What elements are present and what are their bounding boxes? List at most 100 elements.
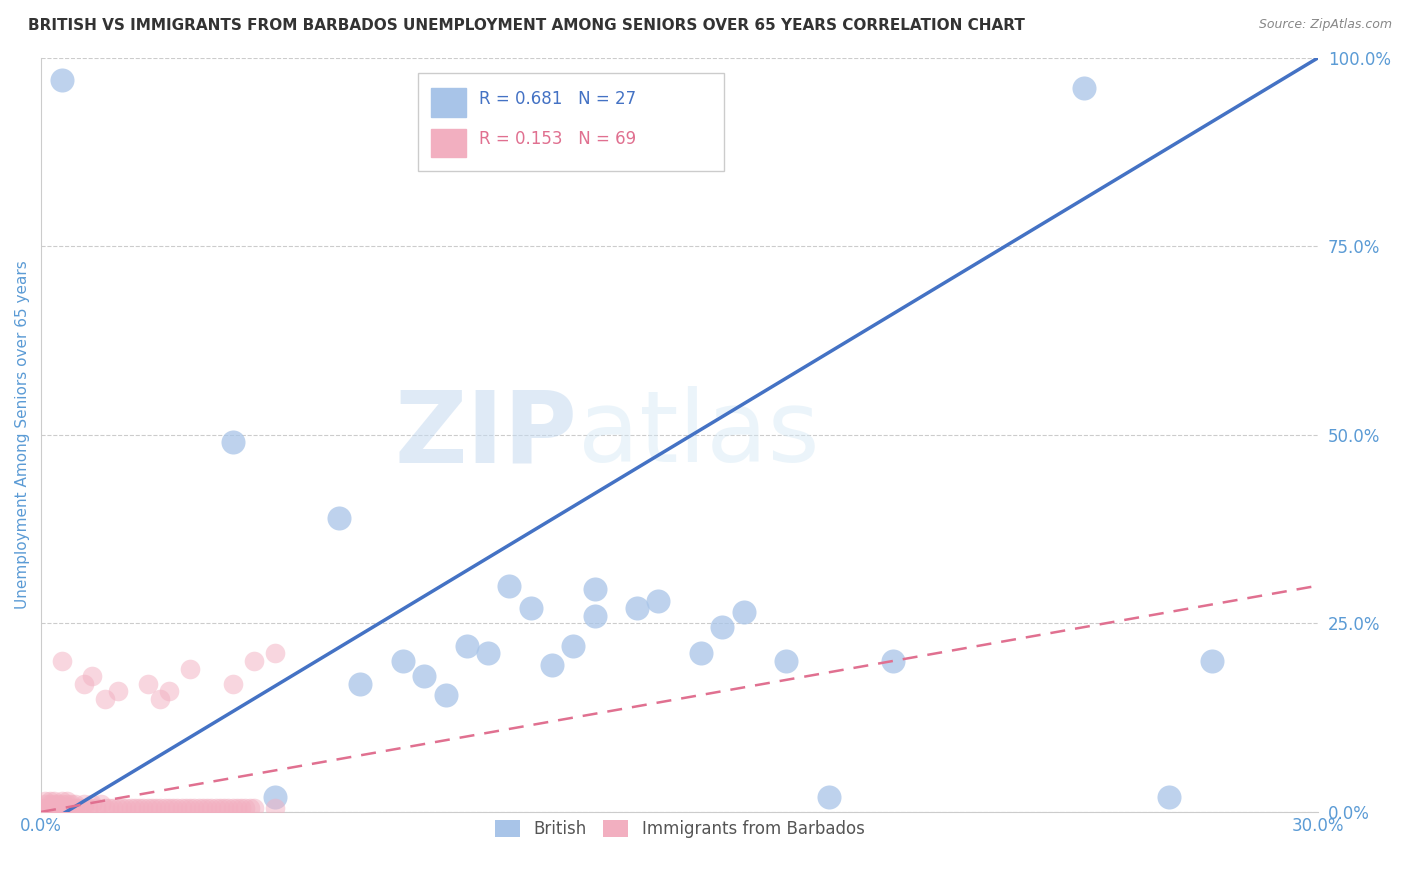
- Point: [55, 801, 77, 815]
- Bar: [430, 128, 467, 157]
- Point: [626, 601, 648, 615]
- Point: [170, 801, 193, 815]
- Point: [200, 801, 222, 815]
- Point: [136, 676, 159, 690]
- Point: [38, 801, 60, 815]
- Point: [187, 801, 209, 815]
- Point: [67, 801, 90, 815]
- Point: [541, 657, 564, 672]
- Point: [124, 801, 146, 815]
- Text: ZIP: ZIP: [395, 386, 578, 483]
- Point: [136, 801, 159, 815]
- Point: [349, 676, 371, 690]
- Point: [111, 801, 134, 815]
- Point: [477, 647, 499, 661]
- Point: [149, 801, 172, 815]
- Point: [212, 801, 235, 815]
- Point: [519, 601, 541, 615]
- Point: [128, 801, 150, 815]
- Point: [690, 647, 713, 661]
- Text: R = 0.153   N = 69: R = 0.153 N = 69: [479, 130, 637, 148]
- Point: [157, 801, 180, 815]
- Point: [328, 510, 350, 524]
- Point: [34, 793, 56, 807]
- Point: [73, 676, 96, 690]
- Point: [456, 639, 478, 653]
- Point: [38, 793, 60, 807]
- Point: [166, 801, 188, 815]
- Point: [882, 654, 904, 668]
- Point: [73, 801, 96, 815]
- Point: [226, 801, 249, 815]
- Point: [562, 639, 585, 653]
- Y-axis label: Unemployment Among Seniors over 65 years: Unemployment Among Seniors over 65 years: [15, 260, 30, 609]
- Bar: [430, 87, 467, 117]
- Point: [157, 684, 180, 698]
- Point: [145, 801, 167, 815]
- Point: [107, 801, 129, 815]
- Point: [82, 797, 104, 812]
- Point: [817, 789, 839, 804]
- Point: [51, 654, 73, 668]
- Point: [264, 789, 287, 804]
- Point: [183, 801, 205, 815]
- Point: [174, 801, 197, 815]
- Point: [77, 801, 100, 815]
- Point: [141, 801, 163, 815]
- Point: [42, 801, 65, 815]
- Text: R = 0.681   N = 27: R = 0.681 N = 27: [479, 90, 637, 108]
- Point: [204, 801, 226, 815]
- Point: [733, 605, 755, 619]
- Point: [498, 579, 520, 593]
- Point: [1159, 789, 1181, 804]
- Point: [264, 801, 287, 815]
- Point: [221, 801, 243, 815]
- Point: [51, 797, 73, 812]
- Point: [34, 801, 56, 815]
- Point: [42, 793, 65, 807]
- Point: [103, 801, 125, 815]
- Point: [46, 797, 69, 812]
- Point: [583, 608, 606, 623]
- Point: [647, 593, 669, 607]
- Point: [153, 801, 176, 815]
- Point: [191, 801, 214, 815]
- Bar: [418, 73, 724, 170]
- Point: [221, 435, 243, 450]
- Point: [243, 801, 266, 815]
- Point: [1201, 654, 1223, 668]
- Point: [149, 691, 172, 706]
- Point: [46, 801, 69, 815]
- Point: [98, 801, 121, 815]
- Point: [73, 797, 96, 812]
- Point: [55, 793, 77, 807]
- Point: [107, 684, 129, 698]
- Point: [90, 797, 112, 812]
- Point: [34, 797, 56, 812]
- Point: [179, 662, 201, 676]
- Point: [132, 801, 155, 815]
- Point: [1073, 80, 1095, 95]
- Point: [51, 801, 73, 815]
- Point: [42, 797, 65, 812]
- Point: [711, 620, 734, 634]
- Point: [63, 797, 86, 812]
- Point: [51, 73, 73, 87]
- Point: [55, 797, 77, 812]
- Point: [434, 688, 457, 702]
- Point: [583, 582, 606, 597]
- Point: [63, 801, 86, 815]
- Point: [217, 801, 239, 815]
- Point: [243, 654, 266, 668]
- Point: [59, 797, 82, 812]
- Point: [82, 669, 104, 683]
- Point: [221, 676, 243, 690]
- Point: [179, 801, 201, 815]
- Point: [86, 801, 108, 815]
- Point: [120, 801, 142, 815]
- Point: [51, 793, 73, 807]
- Point: [208, 801, 231, 815]
- Point: [264, 647, 287, 661]
- Point: [235, 801, 257, 815]
- Point: [775, 654, 797, 668]
